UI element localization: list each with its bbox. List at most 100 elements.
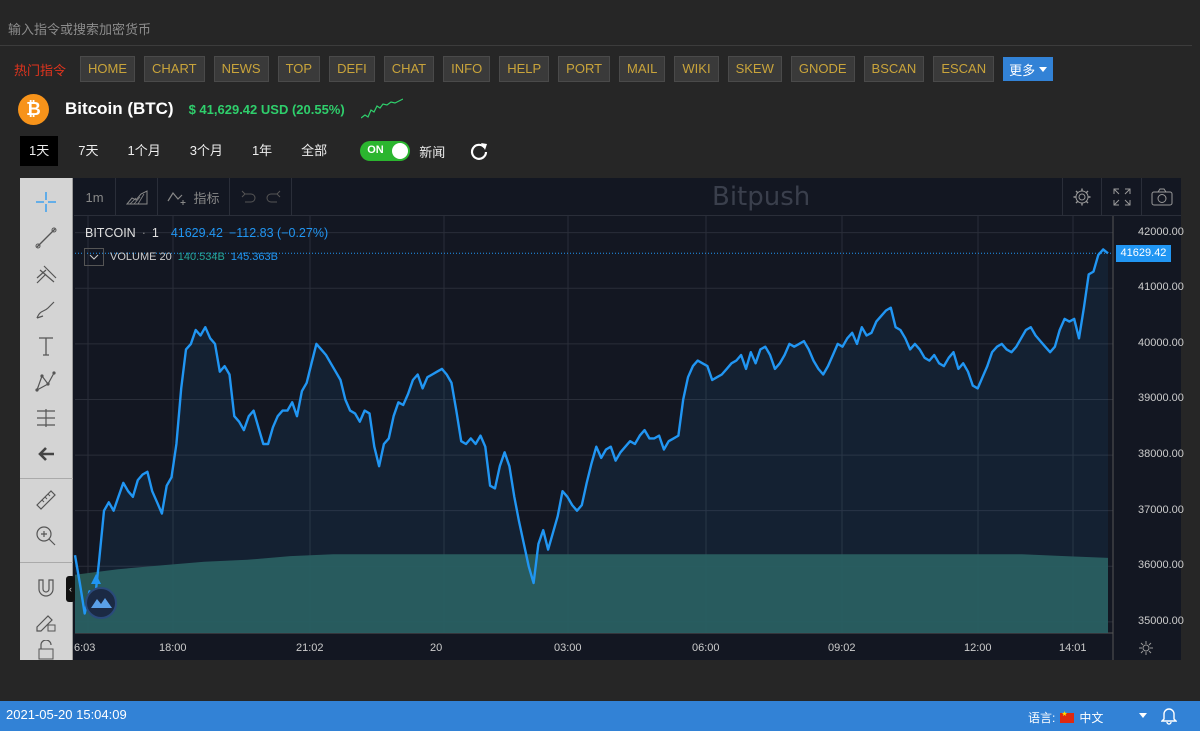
trend-line-tool[interactable] xyxy=(32,224,60,252)
y-tick-label: 35000.00 xyxy=(1138,614,1184,627)
news-event-marker[interactable] xyxy=(84,574,118,620)
back-tool[interactable] xyxy=(32,440,60,468)
zoom-in-icon xyxy=(36,526,56,546)
hot-command-home[interactable]: HOME xyxy=(80,56,136,82)
collapse-toolbar-button[interactable]: ‹ xyxy=(66,576,75,602)
range-3[interactable]: 3个月 xyxy=(189,143,223,158)
x-tick-label: 21:02 xyxy=(296,642,324,654)
drawing-toolbar: ‹ xyxy=(20,178,75,660)
axis-settings-icon[interactable] xyxy=(1138,640,1154,656)
hot-command-info[interactable]: INFO xyxy=(443,56,491,82)
lock-icon xyxy=(38,640,54,660)
hot-command-top[interactable]: TOP xyxy=(277,56,321,82)
text-tool[interactable] xyxy=(32,332,60,360)
language-label: 语言: xyxy=(1028,711,1056,725)
coin-price: $ 41,629.42 USD (20.55%) xyxy=(188,101,345,117)
hot-command-news[interactable]: NEWS xyxy=(213,56,269,82)
language-selector[interactable]: 语言: 中文 xyxy=(1028,709,1103,726)
range-4[interactable]: 1年 xyxy=(251,143,273,158)
zoom-tool[interactable] xyxy=(32,522,60,550)
undo-icon[interactable] xyxy=(240,190,256,204)
hot-command-port[interactable]: PORT xyxy=(558,56,611,82)
status-datetime: 2021-05-20 15:04:09 xyxy=(6,707,127,722)
event-arrow-icon xyxy=(91,574,101,584)
y-tick-label: 40000.00 xyxy=(1138,336,1184,349)
trend-line-icon xyxy=(35,227,57,249)
bell-icon[interactable] xyxy=(1161,707,1177,725)
prediction-tool[interactable] xyxy=(32,404,60,432)
command-bar xyxy=(0,0,1200,46)
y-tick-label: 42000.00 xyxy=(1138,225,1184,238)
redo-icon[interactable] xyxy=(266,190,282,204)
interval-button[interactable]: 1m xyxy=(74,178,116,216)
crosshair-tool[interactable] xyxy=(32,188,60,216)
hot-command-help[interactable]: HELP xyxy=(499,56,550,82)
range-0[interactable]: 1天 xyxy=(20,136,59,166)
hot-command-defi[interactable]: DEFI xyxy=(329,56,375,82)
language-caret-icon[interactable] xyxy=(1139,713,1147,718)
brush-icon xyxy=(36,301,55,319)
refresh-button[interactable] xyxy=(469,141,489,161)
volume-value2: 145.363B xyxy=(230,251,278,263)
range-2[interactable]: 1个月 xyxy=(127,143,161,158)
hot-command-chat[interactable]: CHAT xyxy=(383,56,435,82)
toolbar-divider xyxy=(20,562,73,563)
caret-down-icon xyxy=(1039,66,1048,72)
hot-command-wiki[interactable]: WIKI xyxy=(674,56,719,82)
hot-command-bscan[interactable]: BSCAN xyxy=(863,56,925,82)
chart-toolbar: 1m 指标 Bitpush xyxy=(74,178,1181,216)
status-bar: 2021-05-20 15:04:09 语言: 中文 xyxy=(0,701,1200,731)
gear-icon xyxy=(1073,188,1091,206)
ruler-tool[interactable] xyxy=(32,486,60,514)
toggle-knob xyxy=(392,143,409,159)
text-icon xyxy=(39,337,53,356)
chart-type-button[interactable] xyxy=(116,178,158,216)
settings-button[interactable] xyxy=(1062,178,1102,216)
bitcoin-logo-icon: ₿ xyxy=(18,93,49,125)
volume-legend: VOLUME 20 140.534B 145.363B xyxy=(84,248,278,266)
range-5[interactable]: 全部 xyxy=(301,143,328,158)
x-tick-label: 03:00 xyxy=(554,642,582,654)
hot-command-escan[interactable]: ESCAN xyxy=(933,56,995,82)
pitchfork-tool[interactable] xyxy=(32,260,60,288)
news-toggle-state: ON xyxy=(367,144,384,156)
y-tick-label: 37000.00 xyxy=(1138,503,1184,516)
last-price-tag: 41629.42 xyxy=(1116,245,1171,263)
x-tick-label: 20 xyxy=(430,642,443,654)
pattern-tool[interactable] xyxy=(32,368,60,396)
legend-change: −112.83 (−0.27%) xyxy=(228,226,329,240)
screenshot-button[interactable] xyxy=(1142,178,1181,216)
toolbar-divider xyxy=(20,478,73,479)
x-tick-label: 18:00 xyxy=(159,642,187,654)
more-button[interactable]: 更多 xyxy=(1003,57,1054,81)
command-input[interactable] xyxy=(0,14,1192,46)
hot-command-mail[interactable]: MAIL xyxy=(619,56,666,82)
range-1[interactable]: 7天 xyxy=(78,143,99,158)
mountain-icon xyxy=(91,598,112,608)
x-tick-label: 6:03 xyxy=(74,642,96,654)
magnet-tool[interactable] xyxy=(32,574,60,602)
y-tick-label: 39000.00 xyxy=(1138,392,1184,405)
ruler-icon xyxy=(36,490,56,510)
brush-tool[interactable] xyxy=(32,296,60,324)
language-value: 中文 xyxy=(1079,711,1104,725)
unlock-tool[interactable] xyxy=(32,640,60,660)
news-toggle[interactable]: ON xyxy=(360,141,411,161)
indicators-icon xyxy=(167,191,186,205)
fullscreen-button[interactable] xyxy=(1102,178,1142,216)
y-tick-label: 36000.00 xyxy=(1138,559,1184,572)
hot-command-chart[interactable]: CHART xyxy=(144,56,205,82)
y-tick-label: 41000.00 xyxy=(1138,281,1184,294)
indicators-button[interactable]: 指标 xyxy=(158,178,230,216)
lock-drawing-tool[interactable] xyxy=(32,608,60,636)
price-plot[interactable] xyxy=(20,178,1181,660)
news-label: 新闻 xyxy=(419,144,446,160)
pitchfork-icon xyxy=(36,265,57,284)
volume-collapse-button[interactable] xyxy=(84,248,104,266)
legend-symbol: BITCOIN xyxy=(85,226,136,240)
hot-command-gnode[interactable]: GNODE xyxy=(790,56,855,82)
x-tick-label: 06:00 xyxy=(692,642,720,654)
x-tick-label: 14:01 xyxy=(1059,642,1087,654)
hot-command-buttons: HOME CHART NEWS TOP DEFI CHAT INFO HELP PORT MAIL… xyxy=(80,56,1003,82)
hot-command-skew[interactable]: SKEW xyxy=(727,56,782,82)
